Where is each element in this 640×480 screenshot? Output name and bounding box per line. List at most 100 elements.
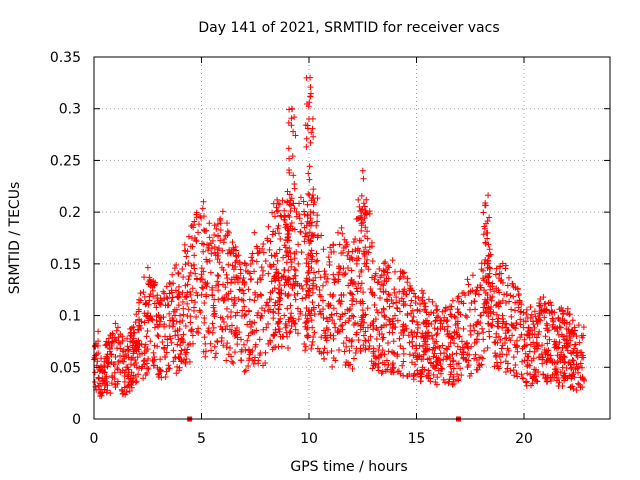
data-point bbox=[523, 311, 530, 318]
data-point bbox=[370, 322, 377, 329]
data-point bbox=[547, 375, 554, 382]
data-point bbox=[467, 288, 474, 295]
data-point bbox=[336, 263, 343, 270]
data-point bbox=[252, 291, 259, 298]
data-point bbox=[238, 336, 245, 343]
data-point bbox=[559, 364, 566, 371]
data-point bbox=[180, 331, 187, 338]
data-point bbox=[382, 368, 389, 375]
data-point bbox=[193, 214, 200, 221]
data-point bbox=[545, 327, 552, 334]
data-point bbox=[336, 328, 343, 335]
data-point bbox=[271, 273, 278, 280]
data-point bbox=[223, 344, 230, 351]
data-point bbox=[286, 329, 293, 336]
data-point bbox=[131, 329, 138, 336]
data-point bbox=[492, 350, 499, 357]
data-point bbox=[350, 313, 357, 320]
data-point bbox=[412, 293, 419, 300]
data-point bbox=[120, 358, 127, 365]
data-point bbox=[488, 297, 495, 304]
data-point bbox=[524, 370, 531, 377]
data-point bbox=[281, 242, 288, 249]
data-point bbox=[170, 347, 177, 354]
data-point bbox=[409, 318, 416, 325]
data-point bbox=[234, 334, 241, 341]
data-point bbox=[487, 286, 494, 293]
data-point bbox=[492, 302, 499, 309]
data-point bbox=[321, 345, 328, 352]
data-point bbox=[510, 283, 517, 290]
data-point bbox=[287, 249, 294, 256]
data-point bbox=[138, 318, 145, 325]
data-point bbox=[541, 375, 548, 382]
data-point bbox=[499, 260, 506, 267]
data-point bbox=[127, 361, 134, 368]
data-point bbox=[206, 234, 213, 241]
data-point bbox=[302, 343, 309, 350]
data-point bbox=[478, 312, 484, 319]
data-point bbox=[169, 317, 176, 324]
data-point bbox=[357, 345, 364, 352]
data-point bbox=[430, 344, 437, 351]
data-point bbox=[570, 357, 577, 364]
data-point bbox=[494, 318, 501, 325]
data-point bbox=[136, 365, 143, 372]
data-point bbox=[178, 357, 185, 364]
data-point bbox=[297, 308, 304, 315]
data-point bbox=[424, 333, 431, 340]
data-point bbox=[271, 213, 278, 220]
data-point bbox=[254, 245, 261, 252]
data-point bbox=[324, 275, 331, 282]
data-point bbox=[549, 317, 556, 324]
data-point bbox=[379, 336, 386, 343]
data-point bbox=[522, 350, 529, 357]
data-point bbox=[430, 371, 437, 378]
data-point bbox=[287, 197, 294, 204]
data-point bbox=[305, 190, 312, 197]
data-point bbox=[201, 299, 208, 306]
data-point bbox=[410, 376, 417, 383]
data-point bbox=[466, 373, 473, 380]
data-point bbox=[389, 367, 396, 374]
data-point bbox=[330, 335, 337, 342]
data-point bbox=[211, 296, 218, 303]
data-point bbox=[358, 237, 365, 244]
data-point bbox=[237, 270, 244, 277]
data-point bbox=[534, 378, 541, 385]
data-point bbox=[307, 237, 314, 244]
data-point bbox=[307, 84, 314, 91]
data-point bbox=[450, 376, 457, 383]
data-point bbox=[215, 287, 222, 294]
data-point bbox=[467, 331, 474, 338]
data-point bbox=[406, 339, 413, 346]
data-point bbox=[390, 364, 397, 371]
data-point bbox=[544, 340, 551, 347]
data-point bbox=[378, 272, 385, 279]
data-point bbox=[104, 341, 111, 348]
data-point bbox=[400, 332, 407, 339]
data-point bbox=[211, 308, 218, 315]
data-point bbox=[290, 317, 297, 324]
data-point bbox=[272, 230, 279, 237]
data-point bbox=[580, 324, 587, 331]
data-point bbox=[348, 290, 355, 297]
data-point bbox=[521, 343, 527, 350]
data-point bbox=[189, 243, 196, 250]
data-point bbox=[471, 355, 478, 362]
data-point bbox=[303, 281, 310, 288]
data-point bbox=[348, 267, 355, 274]
data-point bbox=[526, 362, 533, 369]
data-point bbox=[249, 257, 256, 264]
data-point bbox=[280, 273, 287, 280]
data-point bbox=[320, 246, 327, 253]
data-point bbox=[270, 273, 277, 280]
data-point bbox=[367, 333, 374, 340]
data-point bbox=[416, 308, 423, 315]
data-point bbox=[421, 300, 428, 307]
data-point bbox=[151, 342, 158, 349]
data-point bbox=[184, 300, 191, 307]
data-point bbox=[185, 306, 192, 313]
data-point bbox=[169, 294, 176, 301]
data-point bbox=[213, 350, 220, 357]
